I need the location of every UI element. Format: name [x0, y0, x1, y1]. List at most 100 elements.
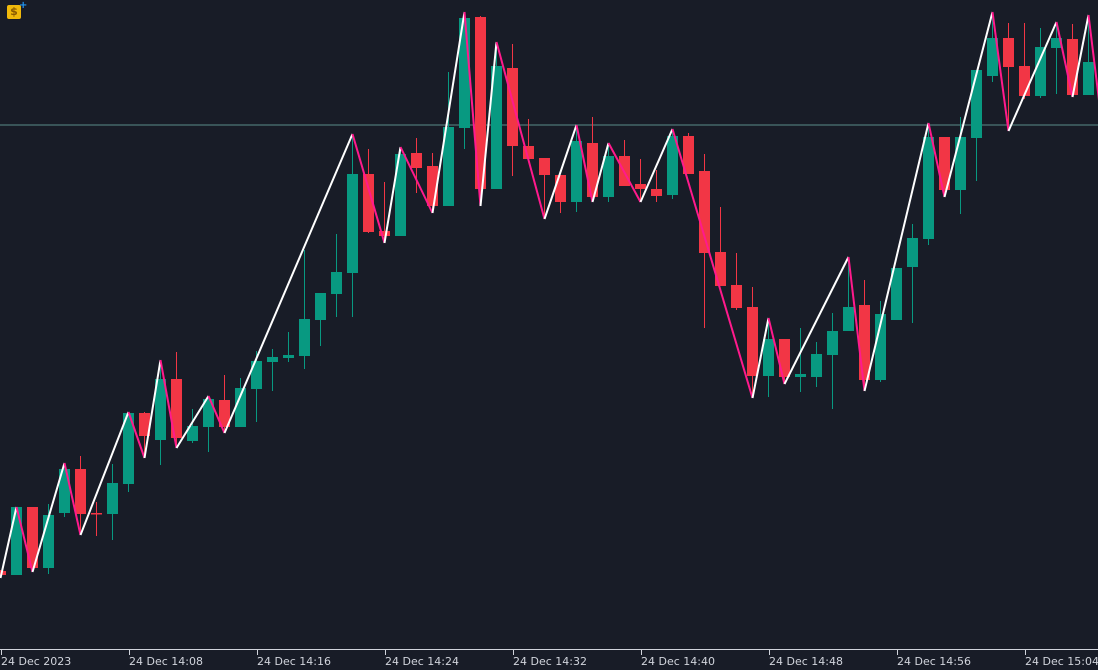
- candle: [1019, 23, 1030, 99]
- zigzag-up-leg: [751, 317, 770, 399]
- candle-body-up: [235, 388, 246, 427]
- zigzag-down-leg: [847, 256, 866, 392]
- candle: [251, 351, 262, 422]
- zigzag-down-leg: [15, 506, 34, 573]
- candle: [75, 456, 86, 535]
- time-axis-label: 24 Dec 15:04: [1025, 655, 1098, 668]
- candle: [315, 293, 326, 346]
- candle-body-up: [123, 413, 134, 484]
- zigzag-up-leg: [783, 256, 850, 385]
- candle-body-down: [651, 189, 662, 196]
- candle: [11, 507, 22, 575]
- zigzag-down-leg: [127, 411, 146, 459]
- candle-body-up: [283, 355, 294, 358]
- candle: [107, 464, 118, 540]
- candle-body-up: [955, 137, 966, 190]
- candle-body-down: [0, 571, 6, 575]
- candle-body-up: [155, 379, 166, 440]
- zigzag-down-leg: [207, 395, 226, 434]
- candle: [331, 234, 342, 317]
- zigzag-up-leg: [479, 41, 498, 207]
- candle-body-down: [699, 171, 710, 253]
- candle: [539, 158, 550, 219]
- time-axis-label: 24 Dec 2023: [1, 655, 71, 668]
- zigzag-layer: [0, 11, 1098, 579]
- candle: [795, 328, 806, 392]
- candle-body-down: [411, 153, 422, 168]
- candle-body-up: [491, 66, 502, 189]
- candle: [683, 133, 694, 174]
- candle-body-down: [683, 136, 694, 174]
- zigzag-down-leg: [159, 359, 178, 449]
- candle-body-down: [139, 413, 150, 436]
- candle-body-down: [635, 184, 646, 189]
- zigzag-up-leg: [431, 11, 466, 214]
- candle-body-down: [75, 469, 86, 514]
- candle-body-up: [443, 127, 454, 206]
- time-axis-label: 24 Dec 14:56: [897, 655, 971, 668]
- zigzag-up-leg: [1007, 21, 1058, 132]
- candle-body-down: [939, 137, 950, 190]
- candle-body-up: [459, 18, 470, 128]
- candle: [827, 313, 838, 409]
- logo-symbol: $: [10, 5, 18, 18]
- candle-body-down: [171, 379, 182, 438]
- candle: [427, 153, 438, 213]
- candle: [779, 339, 790, 384]
- dollar-badge-icon[interactable]: $: [7, 5, 21, 19]
- candle-body-up: [331, 272, 342, 294]
- candle-body-up: [203, 399, 214, 427]
- candle: [91, 502, 102, 536]
- candle: [731, 253, 742, 310]
- candle: [523, 119, 534, 159]
- zigzag-up-leg: [143, 359, 162, 459]
- candles-layer: [0, 12, 1094, 578]
- candle-body-down: [779, 339, 790, 377]
- plus-icon[interactable]: +: [19, 0, 28, 11]
- zigzag-up-leg: [0, 506, 18, 579]
- candle: [875, 301, 886, 382]
- candle: [507, 44, 518, 176]
- candle: [939, 137, 950, 197]
- candle: [715, 207, 726, 286]
- candle: [27, 507, 38, 572]
- candle-body-up: [843, 307, 854, 331]
- candle-body-up: [187, 426, 198, 441]
- candle-body-up: [347, 174, 358, 273]
- time-axis-label: 24 Dec 14:08: [129, 655, 203, 668]
- time-axis-label: 24 Dec 14:32: [513, 655, 587, 668]
- candle: [987, 12, 998, 82]
- time-axis[interactable]: 24 Dec 2023 24 Dec 14:08 24 Dec 14:16 24 De…: [0, 649, 1098, 668]
- candle: [923, 123, 934, 245]
- candle: [203, 396, 214, 452]
- zigzag-down-leg: [927, 122, 946, 198]
- candle: [283, 332, 294, 362]
- candle-body-up: [923, 137, 934, 239]
- candle: [411, 138, 422, 193]
- zigzag-down-leg: [671, 128, 754, 399]
- candle: [1051, 22, 1062, 94]
- candle: [747, 287, 758, 398]
- zigzag-up-leg: [943, 11, 994, 198]
- candle-body-down: [1003, 38, 1014, 67]
- candle-body-up: [667, 136, 678, 195]
- candle-body-down: [523, 146, 534, 159]
- candle-body-down: [1067, 39, 1078, 95]
- candle: [635, 159, 646, 202]
- candle-body-up: [811, 354, 822, 377]
- candle: [667, 129, 678, 199]
- candle: [139, 412, 150, 458]
- time-axis-label: 24 Dec 14:16: [257, 655, 331, 668]
- candle-body-down: [539, 158, 550, 175]
- candle: [587, 117, 598, 202]
- candle-body-up: [795, 374, 806, 377]
- zigzag-up-leg: [79, 411, 130, 536]
- candle-body-up: [971, 70, 982, 138]
- zigzag-up-leg: [591, 142, 610, 203]
- zigzag-up-leg: [383, 146, 402, 244]
- zigzag-down-leg: [607, 142, 642, 203]
- zigzag-up-leg: [863, 122, 930, 392]
- candle-body-up: [827, 331, 838, 355]
